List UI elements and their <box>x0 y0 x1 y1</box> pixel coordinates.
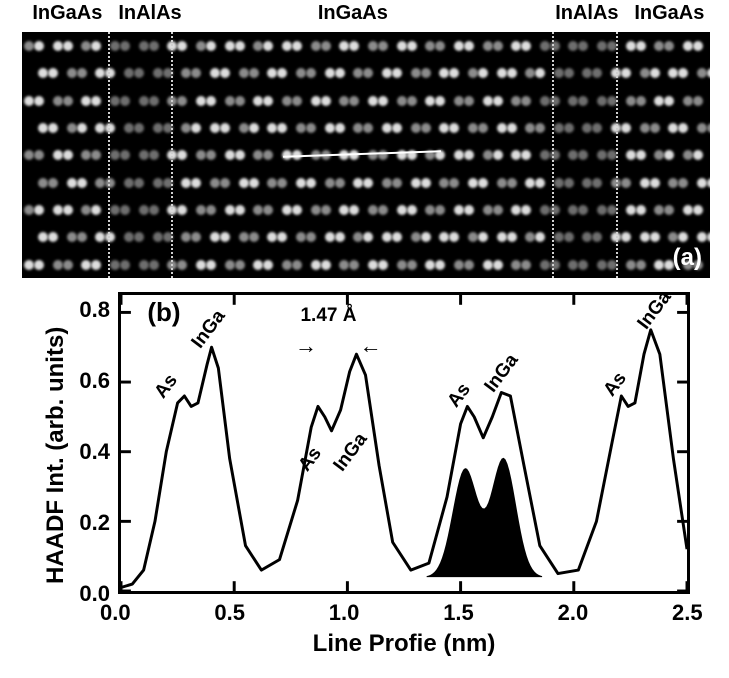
y-tick-label: 0.2 <box>79 510 110 536</box>
panel-b-tag: (b) <box>147 297 180 328</box>
y-tick-label: 0.0 <box>79 581 110 607</box>
dimension-arrow-left: → <box>295 333 317 359</box>
region-divider <box>108 32 110 278</box>
region-divider <box>616 32 618 278</box>
x-tick-label: 2.0 <box>558 600 589 626</box>
panel-a: InGaAs InAlAs InGaAs InAlAs InGaAs (a) <box>22 0 710 278</box>
region-labels-row: InGaAs InAlAs InGaAs InAlAs InGaAs <box>22 0 710 32</box>
y-tick-label: 0.6 <box>79 368 110 394</box>
panel-b: HAADF Int. (arb. units) (b) Line Profie … <box>22 286 710 666</box>
x-tick-label: 0.5 <box>214 600 245 626</box>
x-tick-label: 2.5 <box>672 600 703 626</box>
region-label: InGaAs <box>634 2 704 25</box>
region-label: InGaAs <box>318 2 388 25</box>
y-axis-label: HAADF Int. (arb. units) <box>42 282 70 584</box>
region-label: InAlAs <box>555 2 618 25</box>
haadf-micrograph: (a) <box>22 32 710 278</box>
region-label: InAlAs <box>118 2 181 25</box>
y-tick-label: 0.8 <box>79 297 110 323</box>
region-divider <box>171 32 173 278</box>
y-tick-label: 0.4 <box>79 439 110 465</box>
x-axis-label: Line Profie (nm) <box>118 630 690 658</box>
dimension-label: 1.47 Å <box>300 305 356 327</box>
x-tick-label: 1.0 <box>329 600 360 626</box>
x-tick-label: 1.5 <box>443 600 474 626</box>
panel-a-tag: (a) <box>673 244 702 272</box>
region-label: InGaAs <box>32 2 102 25</box>
region-divider <box>552 32 554 278</box>
dimension-arrow-right: ← <box>360 333 382 359</box>
